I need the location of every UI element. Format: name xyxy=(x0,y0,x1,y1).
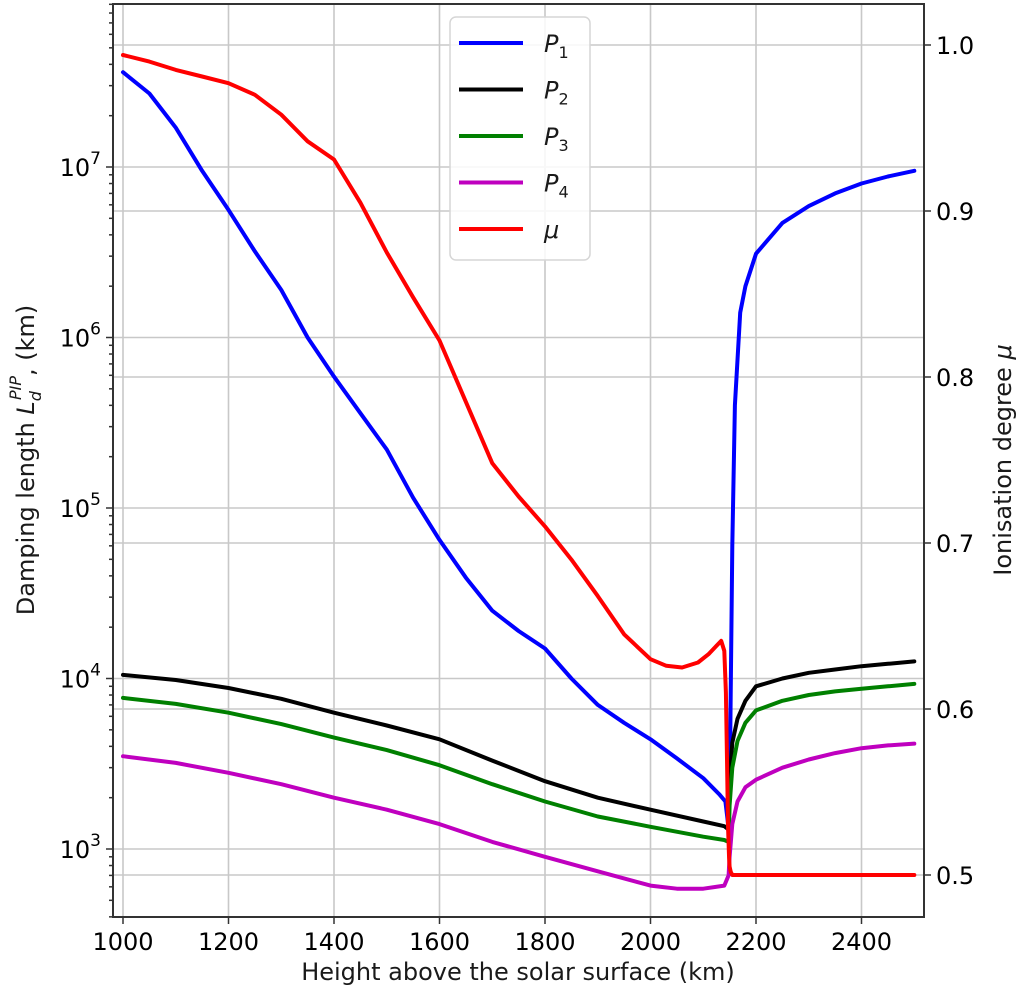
y-left-label-main: Damping length xyxy=(12,415,40,616)
series-line-mu xyxy=(121,53,917,877)
y-right-tick-label: 0.5 xyxy=(936,862,974,890)
x-tick-label: 1800 xyxy=(514,928,575,956)
y-left-tick-label: 104 xyxy=(60,661,101,694)
plot-frame xyxy=(112,3,925,918)
legend-label: μ xyxy=(543,216,559,244)
series-line-p2 xyxy=(121,659,917,832)
y-left-label-sup: PIP xyxy=(6,376,25,400)
y-left-tick-labels: 103 104 105 106 107 xyxy=(60,149,101,864)
y-right-axis-label: Ionisation degree μ xyxy=(989,344,1017,575)
y-left-tick-label: 103 xyxy=(60,831,101,864)
x-tick-label: 1200 xyxy=(198,928,259,956)
legend-label: P2 xyxy=(544,77,569,109)
series-line-p3 xyxy=(121,681,917,844)
legend-label: P3 xyxy=(544,123,569,155)
y-right-label-main: Ionisation degree xyxy=(989,360,1017,576)
legend-items: P1 P2 P3 P4 μ xyxy=(459,30,569,244)
y-left-tick-label: 107 xyxy=(60,149,101,182)
legend-box xyxy=(449,16,591,261)
y-left-axis-label: Damping length LdPIP, (km) xyxy=(6,305,45,615)
legend: P1 P2 P3 P4 μ xyxy=(449,16,591,261)
y-right-tick-label: 1.0 xyxy=(936,32,974,60)
x-tick-labels: 1000 1200 1400 1600 1800 2000 2200 2400 xyxy=(92,928,892,956)
x-axis-label: Height above the solar surface (km) xyxy=(301,958,735,986)
y-left-label-sub: d xyxy=(26,390,45,401)
legend-label: P4 xyxy=(544,170,569,202)
x-tick-label: 2200 xyxy=(725,928,786,956)
y-right-label-symbol: μ xyxy=(989,344,1017,360)
series-line-p4 xyxy=(121,741,917,891)
legend-label: P1 xyxy=(544,30,569,62)
x-tick-label: 2400 xyxy=(831,928,892,956)
y-left-label-symbol: L xyxy=(12,401,40,414)
x-tick-label: 1000 xyxy=(92,928,153,956)
y-right-tick-label: 0.8 xyxy=(936,364,974,392)
x-tick-label: 1600 xyxy=(409,928,470,956)
y-left-tick-label: 105 xyxy=(60,490,101,523)
y-left-tick-label: 106 xyxy=(60,320,101,353)
y-left-label-tail: , (km) xyxy=(12,305,40,376)
series-line-p1 xyxy=(121,70,917,832)
x-tick-label: 1400 xyxy=(303,928,364,956)
axis-ticks xyxy=(106,3,931,924)
x-tick-label: 2000 xyxy=(620,928,681,956)
y-right-tick-label: 0.6 xyxy=(936,696,974,724)
y-right-tick-label: 0.9 xyxy=(936,198,974,226)
y-right-tick-label: 0.7 xyxy=(936,530,974,558)
y-right-tick-labels: 0.5 0.6 0.7 0.8 0.9 1.0 xyxy=(936,32,974,890)
series-lines xyxy=(121,53,917,891)
